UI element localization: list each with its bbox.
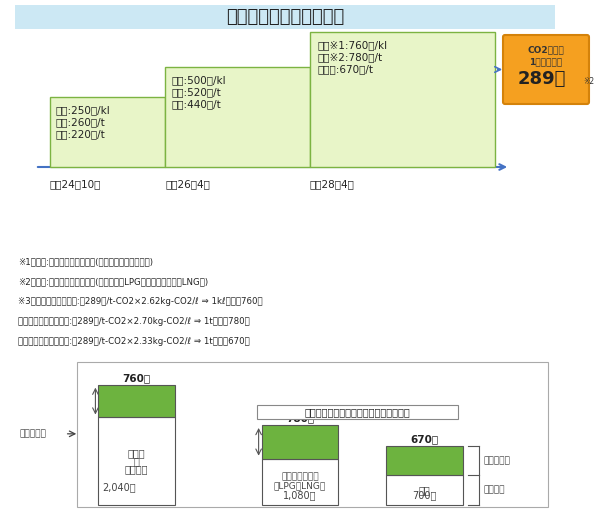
Text: ガス状炭化水素: ガス状炭化水素 [281,472,319,481]
Text: 700円: 700円 [412,490,437,500]
Text: 石炭:220円/t: 石炭:220円/t [56,129,106,139]
Text: 石油石炭税: 石油石炭税 [20,429,46,438]
Text: ガス※2:780円/t: ガス※2:780円/t [318,52,383,62]
Bar [15,5,555,29]
Bar [77,362,547,507]
Text: 石炭　:670円/t: 石炭 :670円/t [318,64,374,74]
Text: ガス:520円/t: ガス:520円/t [171,87,221,97]
Bar [386,475,463,505]
Text: 石油:250円/kl: 石油:250円/kl [56,105,111,115]
Bar [386,446,463,475]
Text: ※1　石油:「原油・石油製品」(原油及び輸入石油製品): ※1 石油:「原油・石油製品」(原油及び輸入石油製品) [18,257,153,266]
Text: ガス状炭化水素:　289円/t-CO2×2.70kg-CO2/ℓ ⇒ 1t当たり780円: ガス状炭化水素: 289円/t-CO2×2.70kg-CO2/ℓ ⇒ 1t当たり… [18,317,249,326]
Bar [165,67,310,167]
Text: ・: ・ [134,456,140,466]
Text: ※2　ガス:「ガス状炭化水素」(石油ガス（LPG）及び天然ガス（LNG）): ※2 ガス:「ガス状炭化水素」(石油ガス（LPG）及び天然ガス（LNG）) [18,277,208,286]
Text: ※3　原油・石油製品　:　289円/t-CO2×2.62kg-CO2/ℓ ⇒ 1kℓ当たり760円: ※3 原油・石油製品 : 289円/t-CO2×2.62kg-CO2/ℓ ⇒ 1… [18,297,262,306]
Text: 289円: 289円 [518,70,566,88]
Text: ガス:260円/t: ガス:260円/t [56,117,106,127]
Text: CO2排出量: CO2排出量 [528,45,565,54]
Bar [50,97,165,167]
Text: 原　油: 原 油 [128,448,146,458]
Text: 平成24年10月: 平成24年10月 [50,179,101,189]
Text: 1,080円: 1,080円 [283,490,317,500]
Text: 1トン当たり: 1トン当たり [530,57,562,66]
Text: ※2: ※2 [583,77,594,86]
Text: （LPG・LNG）: （LPG・LNG） [274,481,326,490]
Bar [310,32,495,167]
Text: 670円: 670円 [411,434,439,444]
Text: 石油製品: 石油製品 [125,464,148,474]
Text: 段階的な施行のイメージ: 段階的な施行のイメージ [226,8,344,26]
Bar [98,385,175,417]
Text: 石油:500円/kl: 石油:500円/kl [171,75,226,85]
Text: 石油※1:760円/kl: 石油※1:760円/kl [318,40,388,50]
Bar [98,417,175,505]
Text: 2,040円: 2,040円 [102,482,136,492]
Bar [261,425,339,458]
Bar [261,458,339,505]
Text: 石炭:440円/t: 石炭:440円/t [171,99,221,109]
Text: 現行税率: 現行税率 [483,485,505,494]
Text: 780円: 780円 [286,413,314,423]
FancyBboxPatch shape [503,35,589,104]
Text: 石炭: 石炭 [419,485,431,495]
Bar [256,405,458,419]
Text: 平成28年4月: 平成28年4月 [310,179,355,189]
Text: 平成26年4月: 平成26年4月 [165,179,210,189]
Text: 「地球温暖化対策のための課税の特例」: 「地球温暖化対策のための課税の特例」 [305,407,411,417]
Text: 760円: 760円 [123,373,151,383]
Text: 上乗せ税率: 上乗せ税率 [483,456,510,465]
Text: 石炭　　　　　:　289円/t-CO2×2.33kg-CO2/ℓ ⇒ 1t当たり670円: 石炭 : 289円/t-CO2×2.33kg-CO2/ℓ ⇒ 1t当たり670円 [18,337,249,346]
